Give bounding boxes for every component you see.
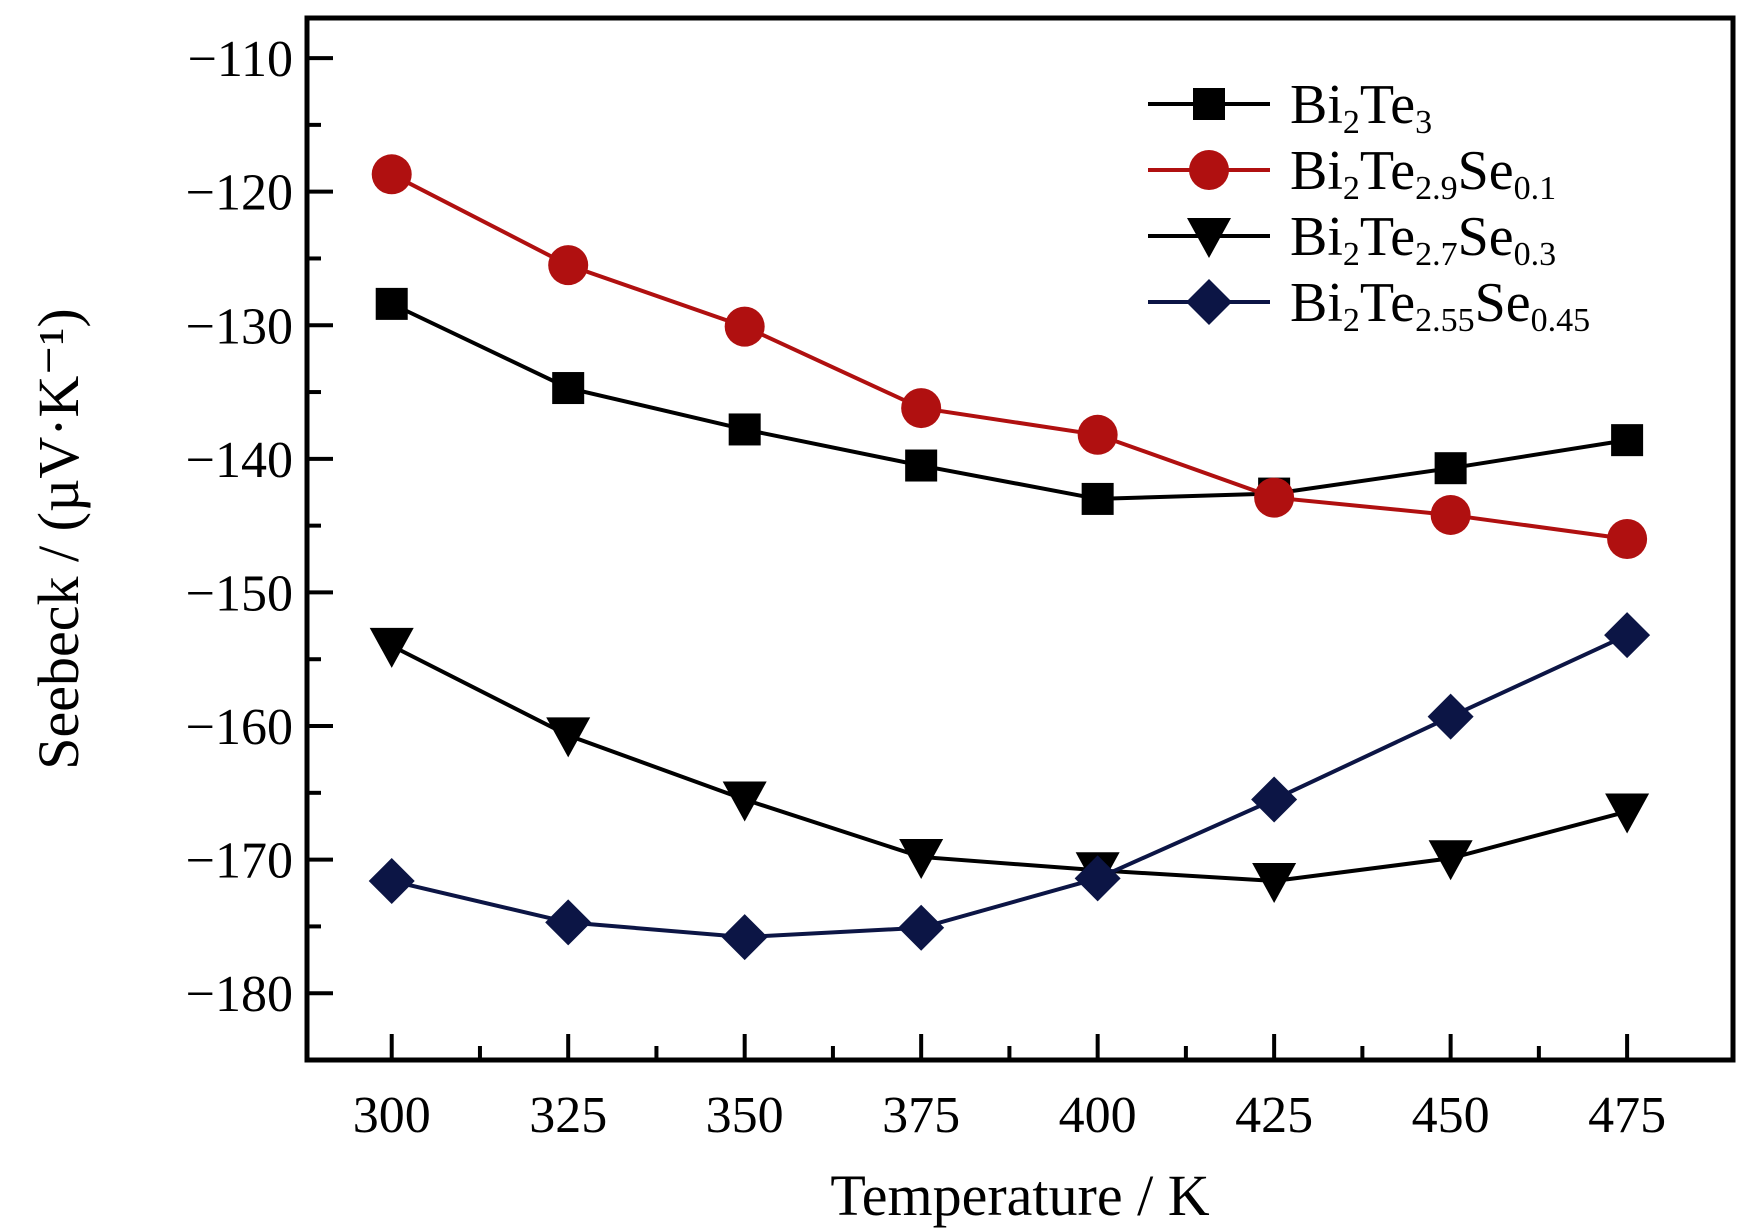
legend-subscript: 0.1 — [1514, 170, 1557, 207]
legend-marker — [1186, 279, 1232, 325]
series-3 — [369, 627, 1650, 903]
legend-subscript: 2 — [1343, 236, 1360, 273]
legend-subscript: 2.9 — [1415, 170, 1458, 207]
data-point — [368, 857, 415, 904]
x-tick-label: 450 — [1412, 1087, 1490, 1144]
legend-marker — [1193, 88, 1225, 120]
data-point — [898, 904, 945, 951]
series-line — [391, 633, 1628, 940]
legend-text-part: Se — [1458, 206, 1514, 268]
data-point — [905, 449, 938, 482]
legend-label: Bi2Te2.55Se0.45 — [1290, 272, 1590, 339]
data-point — [1430, 494, 1471, 535]
data-point — [548, 245, 589, 286]
data-point — [546, 717, 591, 758]
data-point — [1607, 519, 1648, 559]
legend-label: Bi2Te2.7Se0.3 — [1290, 206, 1556, 273]
legend-label: Bi2Te3 — [1290, 74, 1432, 141]
y-tick-label: −170 — [186, 833, 293, 890]
data-point — [899, 838, 944, 879]
legend-subscript: 3 — [1415, 104, 1432, 141]
legend-marker — [1189, 150, 1229, 190]
legend-marker — [1187, 218, 1231, 258]
legend-subscript: 0.45 — [1531, 302, 1591, 339]
data-point — [901, 388, 942, 429]
legend-item: Bi2Te3 — [1148, 74, 1432, 141]
series-2 — [371, 154, 1648, 559]
y-tick-label: −160 — [186, 699, 293, 756]
data-point — [1081, 482, 1114, 515]
data-series — [368, 154, 1651, 961]
legend-text-part: Te — [1360, 74, 1415, 136]
series-line — [390, 172, 1628, 541]
data-point — [1434, 452, 1467, 485]
legend: Bi2Te3Bi2Te2.9Se0.1Bi2Te2.7Se0.3Bi2Te2.5… — [1148, 74, 1590, 339]
legend-text-part: Bi — [1290, 140, 1343, 202]
series-line — [390, 644, 1628, 883]
series-4 — [368, 612, 1651, 961]
data-point — [552, 372, 585, 405]
y-tick-label: −130 — [186, 298, 293, 355]
legend-item: Bi2Te2.55Se0.45 — [1148, 272, 1590, 339]
x-axis-ticks: 300 325 350 375 400 425 450 475 — [353, 1034, 1666, 1144]
data-point — [722, 781, 767, 822]
series-1 — [375, 287, 1644, 515]
x-tick-label: 300 — [353, 1087, 431, 1144]
x-tick-label: 400 — [1059, 1087, 1137, 1144]
data-point — [1604, 612, 1651, 659]
data-point — [1074, 855, 1121, 902]
legend-text-part: Te — [1360, 272, 1415, 334]
y-tick-label: −120 — [186, 165, 293, 222]
series-line — [390, 302, 1628, 501]
legend-subscript: 0.3 — [1514, 236, 1557, 273]
data-point — [721, 914, 768, 961]
legend-text-part: Bi — [1290, 74, 1343, 136]
legend-subscript: 2.7 — [1415, 236, 1458, 273]
data-point — [724, 306, 765, 347]
y-tick-label: −110 — [188, 31, 293, 88]
data-point — [1427, 693, 1474, 740]
legend-item: Bi2Te2.7Se0.3 — [1148, 206, 1556, 273]
y-axis-title: Seebeck / (µV·K⁻¹) — [26, 308, 91, 769]
data-point — [371, 154, 412, 195]
data-point — [1611, 424, 1644, 457]
data-point — [1605, 793, 1650, 834]
legend-subscript: 2 — [1343, 104, 1360, 141]
legend-subscript: 2 — [1343, 302, 1360, 339]
data-point — [545, 899, 592, 946]
legend-subscript: 2.55 — [1415, 302, 1475, 339]
x-tick-label: 325 — [529, 1087, 607, 1144]
data-point — [1254, 477, 1295, 518]
legend-text-part: Se — [1458, 140, 1514, 202]
legend-text-part: Bi — [1290, 272, 1343, 334]
x-axis-title: Temperature / K — [830, 1163, 1209, 1228]
data-point — [1252, 862, 1297, 903]
y-tick-label: −180 — [186, 966, 293, 1023]
plot-frame — [304, 15, 1736, 1063]
legend-text-part: Se — [1475, 272, 1531, 334]
y-tick-label: −150 — [186, 565, 293, 622]
data-point — [1251, 776, 1298, 823]
legend-label: Bi2Te2.9Se0.1 — [1290, 140, 1556, 207]
x-tick-label: 350 — [706, 1087, 784, 1144]
data-point — [1077, 414, 1118, 455]
legend-text-part: Te — [1360, 140, 1415, 202]
data-point — [728, 413, 761, 446]
data-point — [1428, 840, 1473, 881]
data-point — [369, 627, 414, 668]
y-tick-label: −140 — [186, 432, 293, 489]
legend-subscript: 2 — [1343, 170, 1360, 207]
legend-text-part: Bi — [1290, 206, 1343, 268]
x-tick-label: 375 — [882, 1087, 960, 1144]
legend-item: Bi2Te2.9Se0.1 — [1148, 140, 1556, 207]
legend-text-part: Te — [1360, 206, 1415, 268]
data-point — [375, 287, 408, 320]
y-axis-ticks: −110 −120 −130 −140 −150 −160 −170 −180 — [186, 31, 333, 1023]
x-tick-label: 425 — [1235, 1087, 1313, 1144]
x-tick-label: 475 — [1588, 1087, 1666, 1144]
